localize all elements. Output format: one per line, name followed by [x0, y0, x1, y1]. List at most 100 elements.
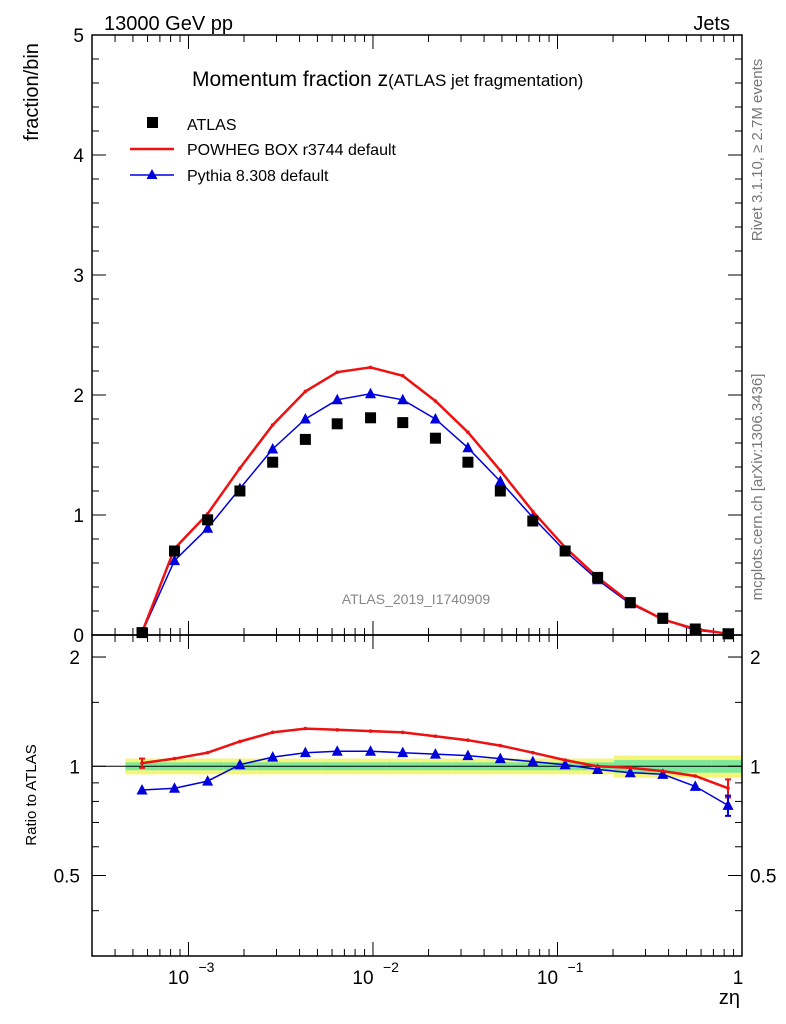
atlas-point	[624, 597, 636, 609]
y-tick-label: 1	[73, 506, 84, 527]
atlas-point	[592, 571, 604, 583]
atlas-point	[559, 545, 571, 557]
atlas-point	[169, 545, 181, 557]
analysis-label: ATLAS_2019_I1740909	[342, 591, 491, 607]
powheg-ratio-point	[303, 726, 308, 731]
atlas-point	[299, 433, 311, 445]
atlas-point	[657, 612, 669, 624]
y-tick-label: 0	[73, 626, 84, 647]
legend-label-powheg: POWHEG BOX r3744 default	[187, 142, 397, 159]
ratio-tick-label-left: 2	[69, 648, 80, 669]
mcplots-source-label: mcplots.cern.ch [arXiv:1306.3436]	[749, 374, 766, 601]
powheg-point	[433, 399, 438, 403]
y-tick-label: 2	[73, 386, 84, 407]
atlas-point	[267, 456, 279, 468]
pythia-ratio-point	[169, 782, 181, 793]
powheg-ratio-point	[595, 764, 600, 769]
pythia-point	[267, 443, 279, 454]
powheg-point	[498, 468, 503, 473]
pythia-ratio-point	[624, 766, 636, 778]
chart-title: Momentum fraction z(ATLAS jet fragmentat…	[192, 68, 583, 91]
powheg-ratio-point	[368, 729, 373, 733]
ratio-tick-label-right: 2	[750, 648, 761, 669]
pythia-point	[202, 522, 214, 533]
x-tick-label-exponent: −2	[383, 959, 399, 975]
pythia-ratio-point	[592, 763, 604, 774]
x-tick-label-exponent: −1	[567, 959, 583, 975]
pythia-ratio-point	[299, 746, 311, 758]
x-tick-label-exponent: −3	[198, 959, 214, 975]
ratio-tick-label-left: 1	[69, 757, 80, 778]
header-process-label: Jets	[693, 13, 730, 35]
pythia-point	[397, 393, 409, 405]
pythia-ratio-point	[365, 745, 377, 756]
pythia-ratio-point	[657, 768, 669, 779]
x-tick-label: 1	[733, 968, 744, 989]
pythia-ratio-point	[397, 746, 409, 758]
powheg-ratio-point	[498, 743, 503, 748]
ratio-tick-label-right: 1	[750, 757, 761, 778]
ratio-tick-label-left: 0.5	[54, 866, 80, 887]
y-tick-label: 5	[73, 26, 84, 47]
atlas-point	[202, 514, 214, 526]
powheg-ratio-point	[466, 738, 470, 742]
powheg-ratio-point	[400, 730, 405, 735]
powheg-ratio-point	[172, 756, 177, 761]
powheg-ratio-point	[205, 750, 210, 755]
y-tick-label: 4	[73, 146, 84, 167]
legend-label-pythia: Pythia 8.308 default	[187, 168, 329, 185]
legend-label-atlas: ATLAS	[187, 117, 237, 134]
pythia-ratio-point	[689, 780, 701, 791]
atlas-point	[494, 485, 506, 497]
pythia-ratio-point	[234, 758, 246, 770]
legend: ATLAS POWHEG BOX r3744 default Pythia 8.…	[130, 117, 397, 185]
pythia-point	[429, 413, 441, 424]
powheg-point	[466, 430, 470, 435]
ratio-tick-label-right: 0.5	[750, 866, 776, 887]
pythia-ratio-point	[494, 752, 506, 764]
data-series	[136, 365, 734, 817]
rivet-version-label: Rivet 3.1.10, ≥ 2.7M events	[749, 59, 766, 242]
ratio-panel-frame	[91, 634, 743, 957]
pythia-ratio-point	[136, 784, 148, 795]
powheg-ratio-point	[270, 730, 275, 735]
atlas-point	[429, 432, 441, 444]
pythia-ratio-point	[429, 748, 441, 759]
atlas-point	[689, 623, 701, 635]
powheg-point	[531, 509, 535, 514]
pythia-point	[299, 413, 311, 424]
powheg-point	[270, 423, 275, 427]
powheg-ratio-point	[563, 758, 567, 762]
atlas-point	[365, 412, 377, 424]
powheg-ratio-point	[238, 739, 242, 744]
pythia-ratio-point	[267, 751, 279, 762]
header-energy-label: 13000 GeV pp	[104, 13, 233, 35]
tick-labels: 0 1 2 3 4 5 0.5 0.5 1 1 2 2 10 −3 10 −2 10 −1 1	[54, 26, 777, 989]
x-tick-label: 10	[537, 968, 558, 989]
powheg-ratio-point	[693, 774, 698, 778]
pythia-ratio-point	[527, 755, 539, 767]
ratio-y-axis-title: Ratio to ATLAS	[23, 744, 40, 845]
legend-marker-atlas	[147, 117, 158, 128]
x-tick-label: 10	[352, 968, 373, 989]
ratio-uncertainty-bands	[92, 755, 742, 778]
atlas-point	[234, 485, 246, 497]
atlas-point	[331, 418, 343, 430]
pythia-point	[331, 393, 343, 405]
powheg-ratio-point	[335, 728, 340, 732]
powheg-ratio-point	[628, 766, 633, 770]
x-tick-label: 10	[168, 968, 189, 989]
pythia-ratio-point	[559, 758, 571, 770]
atlas-point	[722, 628, 734, 640]
legend-marker-pythia	[146, 169, 158, 179]
atlas-point	[462, 456, 474, 468]
pythia-ratio-point	[202, 775, 214, 786]
powheg-ratio-point	[433, 734, 438, 739]
y-axis-title: fraction/bin	[21, 43, 43, 141]
x-axis-title: zη	[719, 987, 740, 1009]
powheg-point	[400, 374, 405, 378]
powheg-point	[335, 370, 340, 375]
powheg-point	[303, 389, 308, 394]
atlas-point	[527, 515, 539, 527]
